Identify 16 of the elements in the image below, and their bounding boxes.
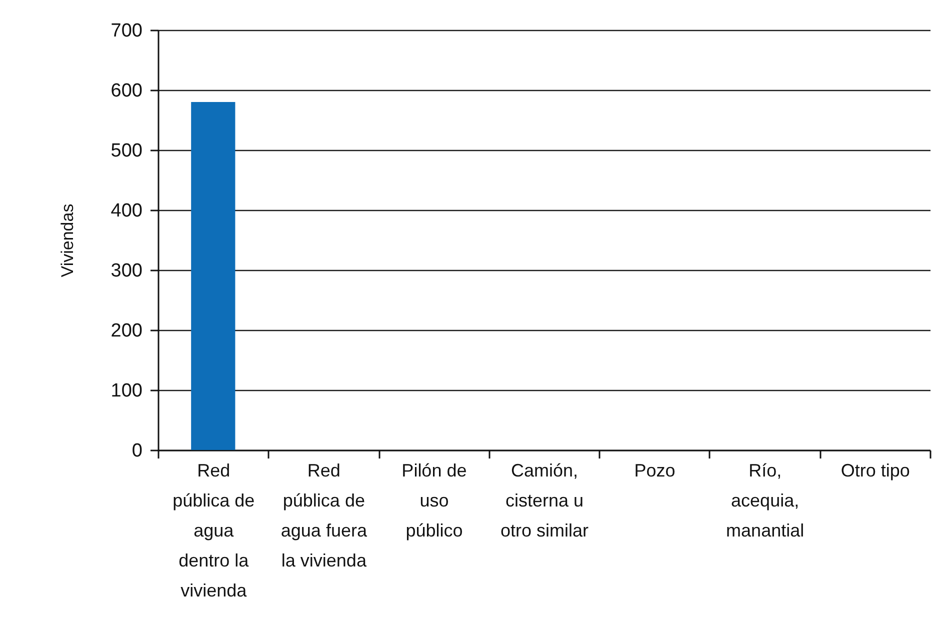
y-tick-label: 700: [110, 20, 142, 42]
y-tick-label: 200: [110, 320, 142, 342]
x-tick-label: Red pública de agua fuera la vivienda: [280, 460, 368, 570]
x-tick-label: Otro tipo: [840, 460, 910, 480]
y-tick-label: 100: [110, 380, 142, 402]
x-tick-label: Camión, cisterna u otro similar: [500, 460, 589, 540]
y-tick-label: 400: [110, 200, 142, 222]
y-axis-title: Viviendas: [58, 204, 77, 278]
y-tick-label: 300: [110, 260, 142, 282]
x-tick-label: Río, acequia, manantial: [726, 460, 804, 540]
y-tick-label: 600: [110, 80, 142, 102]
x-tick-label: Red pública de agua dentro la vivienda: [172, 460, 255, 600]
y-tick-label: 0: [132, 440, 142, 462]
x-tick-label: Pilón de uso público: [402, 460, 467, 540]
y-tick-label: 500: [110, 140, 142, 162]
x-tick-label: Pozo: [634, 460, 676, 480]
